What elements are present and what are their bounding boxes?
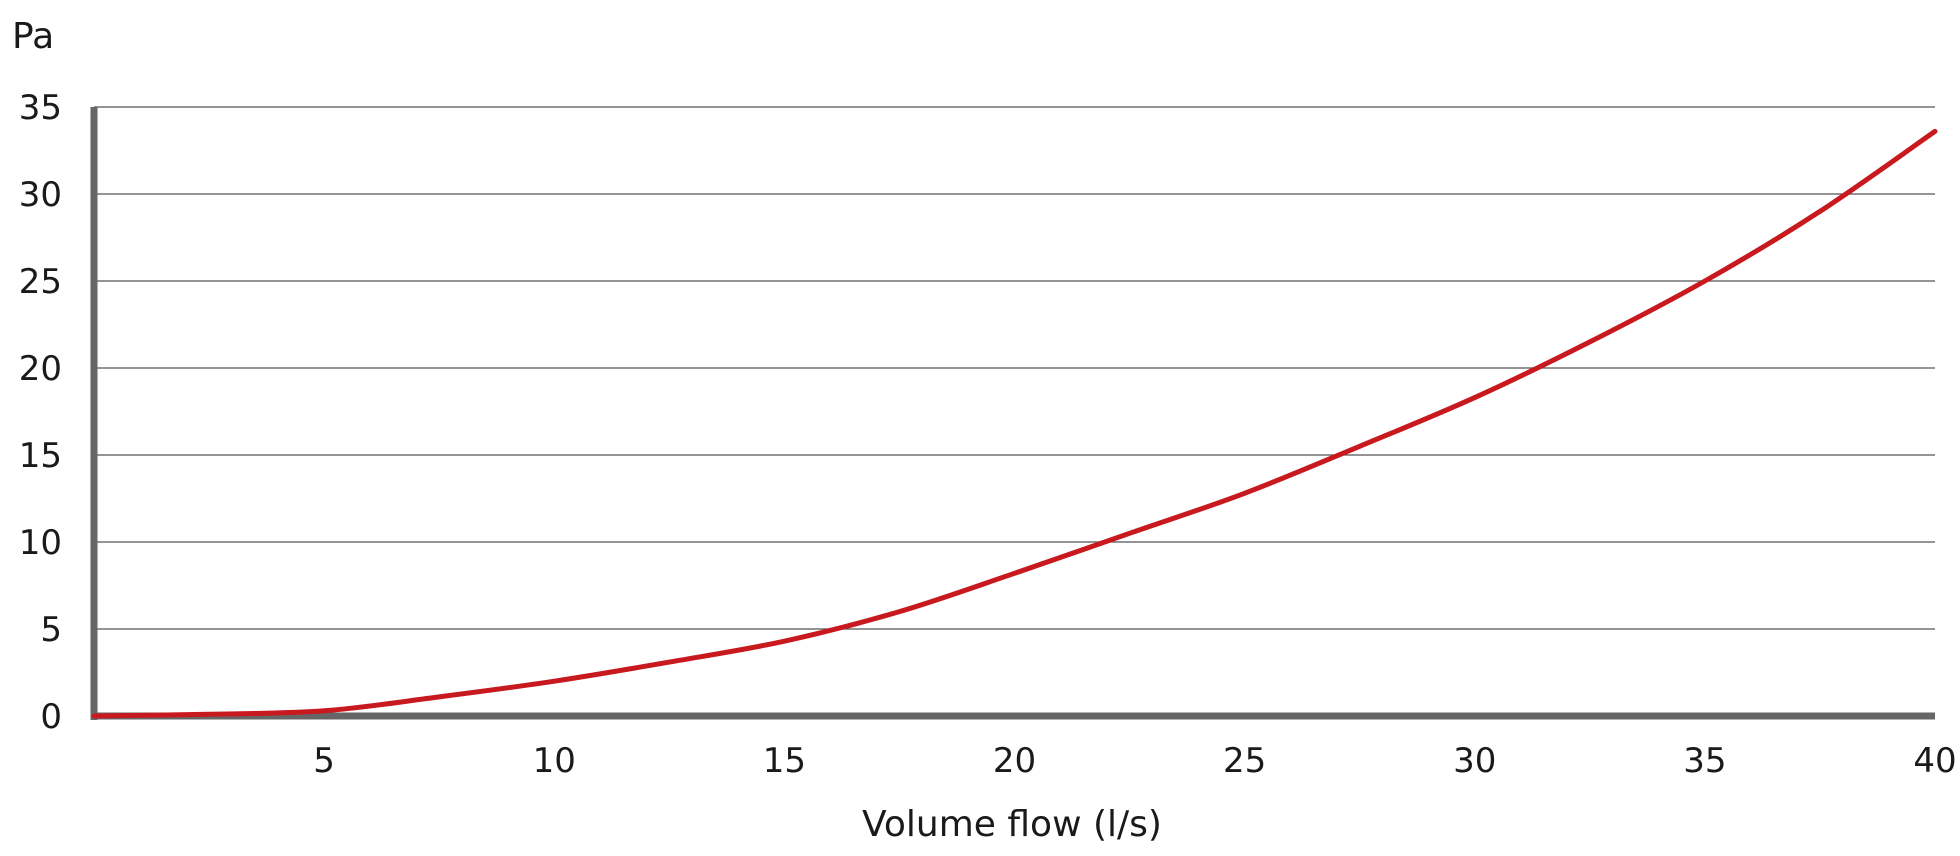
y-axis-label: Pa <box>12 16 54 57</box>
x-tick-labels: 5 10 15 20 25 30 35 40 <box>313 741 1956 781</box>
y-tick-labels: 0 5 10 15 20 25 30 35 <box>19 88 62 737</box>
x-tick-label: 30 <box>1453 741 1496 781</box>
x-tick-label: 15 <box>763 741 806 781</box>
series-line <box>91 128 1938 719</box>
y-tick-label: 25 <box>19 262 62 302</box>
y-tick-label: 10 <box>19 523 62 563</box>
x-tick-label: 40 <box>1913 741 1956 781</box>
x-axis-label: Volume flow (l/s) <box>862 804 1162 845</box>
x-tick-label: 10 <box>533 741 576 781</box>
x-tick-label: 20 <box>993 741 1036 781</box>
x-tick-label: 25 <box>1223 741 1266 781</box>
x-tick-label: 35 <box>1683 741 1726 781</box>
y-tick-label: 20 <box>19 349 62 389</box>
y-tick-label: 30 <box>19 175 62 215</box>
y-tick-label: 15 <box>19 436 62 476</box>
y-tick-label: 5 <box>40 610 62 650</box>
y-tick-label: 35 <box>19 88 62 128</box>
grid-lines <box>94 106 1935 630</box>
series <box>91 128 1938 719</box>
x-tick-label: 5 <box>313 741 335 781</box>
y-tick-label: 0 <box>40 697 62 737</box>
axes <box>90 107 1935 720</box>
